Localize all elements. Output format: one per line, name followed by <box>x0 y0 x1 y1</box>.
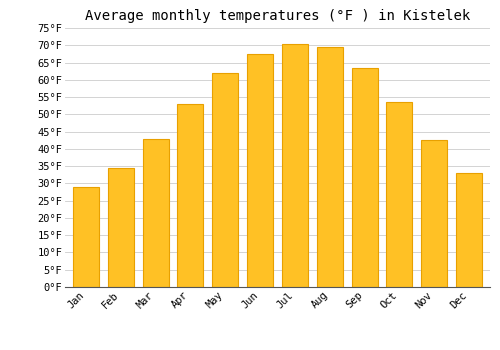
Bar <box>352 68 378 287</box>
Title: Average monthly temperatures (°F ) in Kistelek: Average monthly temperatures (°F ) in Ki… <box>85 9 470 23</box>
Bar <box>73 187 99 287</box>
Bar <box>282 43 308 287</box>
Bar <box>142 139 169 287</box>
Bar <box>316 47 343 287</box>
Bar <box>178 104 204 287</box>
Bar <box>108 168 134 287</box>
Bar <box>247 54 273 287</box>
Bar <box>212 73 238 287</box>
Bar <box>456 173 482 287</box>
Bar <box>386 102 412 287</box>
Bar <box>421 140 448 287</box>
